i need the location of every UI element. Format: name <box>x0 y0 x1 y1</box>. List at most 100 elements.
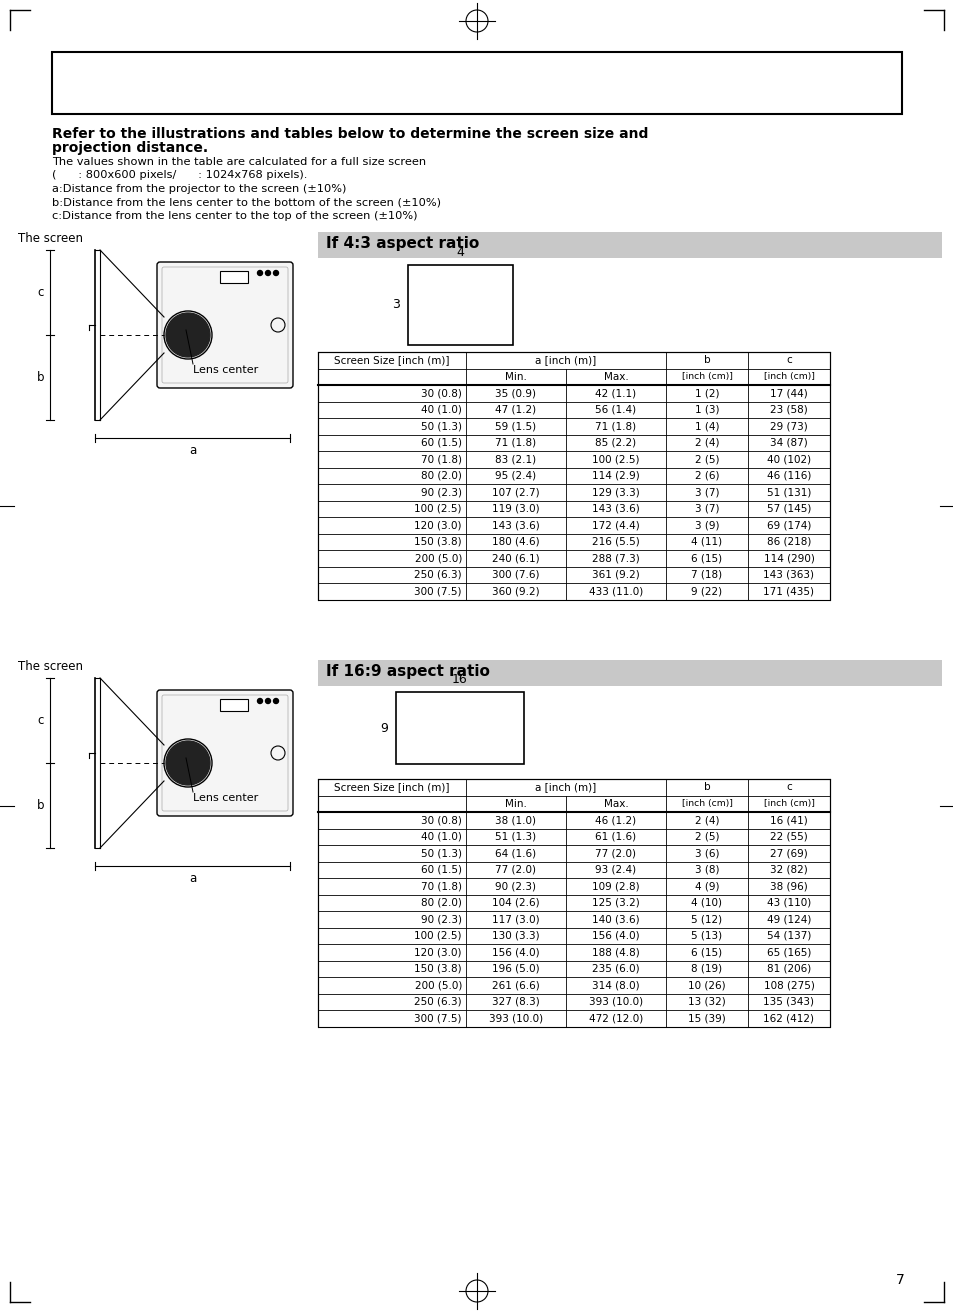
Text: 71 (1.8): 71 (1.8) <box>595 421 636 432</box>
Text: 56 (1.4): 56 (1.4) <box>595 404 636 415</box>
Text: Max.: Max. <box>603 371 628 382</box>
Text: 393 (10.0): 393 (10.0) <box>588 997 642 1006</box>
Text: 23 (58): 23 (58) <box>769 404 807 415</box>
Text: 2 (5): 2 (5) <box>694 454 719 464</box>
Text: 156 (4.0): 156 (4.0) <box>592 930 639 941</box>
Text: 49 (124): 49 (124) <box>766 914 810 924</box>
Text: 393 (10.0): 393 (10.0) <box>489 1013 542 1023</box>
Bar <box>317 779 829 1026</box>
Text: 119 (3.0): 119 (3.0) <box>492 504 539 514</box>
Text: 70 (1.8): 70 (1.8) <box>420 882 461 891</box>
Text: Screen Size [inch (m)]: Screen Size [inch (m)] <box>334 782 449 792</box>
Text: 57 (145): 57 (145) <box>766 504 810 514</box>
Text: 1 (2): 1 (2) <box>694 388 719 399</box>
Text: 38 (1.0): 38 (1.0) <box>495 815 536 825</box>
Text: 135 (343): 135 (343) <box>762 997 814 1006</box>
Text: 171 (435): 171 (435) <box>762 586 814 596</box>
Circle shape <box>265 698 271 703</box>
Text: 314 (8.0): 314 (8.0) <box>592 980 639 991</box>
Text: 16: 16 <box>452 673 467 686</box>
Text: a:Distance from the projector to the screen (±10%): a:Distance from the projector to the scr… <box>52 184 346 194</box>
Text: 3 (8): 3 (8) <box>694 865 719 875</box>
Text: 3 (6): 3 (6) <box>694 849 719 858</box>
Text: c: c <box>785 356 791 365</box>
Text: 54 (137): 54 (137) <box>766 930 810 941</box>
Text: 86 (218): 86 (218) <box>766 537 810 547</box>
Text: 162 (412): 162 (412) <box>762 1013 814 1023</box>
Text: 472 (12.0): 472 (12.0) <box>588 1013 642 1023</box>
Text: 69 (174): 69 (174) <box>766 521 810 530</box>
Text: 156 (4.0): 156 (4.0) <box>492 947 539 958</box>
Text: 361 (9.2): 361 (9.2) <box>592 569 639 580</box>
Text: 216 (5.5): 216 (5.5) <box>592 537 639 547</box>
Text: 9 (22): 9 (22) <box>691 586 721 596</box>
Bar <box>220 272 248 283</box>
Text: 150 (3.8): 150 (3.8) <box>414 537 461 547</box>
Text: 4: 4 <box>456 247 463 258</box>
Text: 433 (11.0): 433 (11.0) <box>588 586 642 596</box>
Text: 300 (7.5): 300 (7.5) <box>414 1013 461 1023</box>
Text: 114 (290): 114 (290) <box>762 554 814 563</box>
Circle shape <box>274 270 278 276</box>
Text: 300 (7.5): 300 (7.5) <box>414 586 461 596</box>
Text: 16 (41): 16 (41) <box>769 815 807 825</box>
Text: 140 (3.6): 140 (3.6) <box>592 914 639 924</box>
Bar <box>317 352 829 600</box>
Text: 2 (4): 2 (4) <box>694 438 719 447</box>
Text: 125 (3.2): 125 (3.2) <box>592 897 639 908</box>
Text: a [inch (m)]: a [inch (m)] <box>535 356 596 365</box>
Text: 250 (6.3): 250 (6.3) <box>414 997 461 1006</box>
Text: 64 (1.6): 64 (1.6) <box>495 849 536 858</box>
Text: 80 (2.0): 80 (2.0) <box>420 897 461 908</box>
Text: 180 (4.6): 180 (4.6) <box>492 537 539 547</box>
Text: 34 (87): 34 (87) <box>769 438 807 447</box>
Text: 2 (4): 2 (4) <box>694 815 719 825</box>
Text: Min.: Min. <box>504 371 526 382</box>
Text: 196 (5.0): 196 (5.0) <box>492 964 539 974</box>
Text: Screen Size [inch (m)]: Screen Size [inch (m)] <box>334 356 449 365</box>
Text: 46 (1.2): 46 (1.2) <box>595 815 636 825</box>
Text: 4 (10): 4 (10) <box>691 897 721 908</box>
Text: 300 (7.6): 300 (7.6) <box>492 569 539 580</box>
Text: 38 (96): 38 (96) <box>769 882 807 891</box>
Text: 200 (5.0): 200 (5.0) <box>415 554 461 563</box>
Text: 114 (2.9): 114 (2.9) <box>592 471 639 480</box>
Text: 129 (3.3): 129 (3.3) <box>592 487 639 497</box>
Text: 35 (0.9): 35 (0.9) <box>495 388 536 399</box>
Text: 3 (7): 3 (7) <box>694 504 719 514</box>
Text: 130 (3.3): 130 (3.3) <box>492 930 539 941</box>
Bar <box>52 52 901 114</box>
Text: 107 (2.7): 107 (2.7) <box>492 487 539 497</box>
Text: 77 (2.0): 77 (2.0) <box>595 849 636 858</box>
Text: 6 (15): 6 (15) <box>691 554 721 563</box>
Text: 61 (1.6): 61 (1.6) <box>595 832 636 842</box>
Text: 90 (2.3): 90 (2.3) <box>495 882 536 891</box>
Text: Refer to the illustrations and tables below to determine the screen size and: Refer to the illustrations and tables be… <box>52 127 648 140</box>
Text: Max.: Max. <box>603 799 628 808</box>
Text: 40 (102): 40 (102) <box>766 454 810 464</box>
FancyBboxPatch shape <box>157 690 293 816</box>
Text: 6 (15): 6 (15) <box>691 947 721 958</box>
Circle shape <box>274 698 278 703</box>
Text: 85 (2.2): 85 (2.2) <box>595 438 636 447</box>
Text: 120 (3.0): 120 (3.0) <box>414 521 461 530</box>
Text: 46 (116): 46 (116) <box>766 471 810 480</box>
Text: (      : 800x600 pixels/      : 1024x768 pixels).: ( : 800x600 pixels/ : 1024x768 pixels). <box>52 171 307 181</box>
Text: 235 (6.0): 235 (6.0) <box>592 964 639 974</box>
Bar <box>395 691 523 764</box>
Text: The screen: The screen <box>18 660 83 673</box>
Text: 71 (1.8): 71 (1.8) <box>495 438 536 447</box>
Text: b: b <box>703 356 710 365</box>
Text: 13 (32): 13 (32) <box>687 997 725 1006</box>
Text: 30 (0.8): 30 (0.8) <box>420 815 461 825</box>
Circle shape <box>166 314 210 357</box>
Text: 81 (206): 81 (206) <box>766 964 810 974</box>
Text: 65 (165): 65 (165) <box>766 947 810 958</box>
Text: 240 (6.1): 240 (6.1) <box>492 554 539 563</box>
Text: 27 (69): 27 (69) <box>769 849 807 858</box>
Text: 4 (11): 4 (11) <box>691 537 721 547</box>
Text: 188 (4.8): 188 (4.8) <box>592 947 639 958</box>
Text: 250 (6.3): 250 (6.3) <box>414 569 461 580</box>
Text: 200 (5.0): 200 (5.0) <box>415 980 461 991</box>
Text: 9: 9 <box>379 722 388 735</box>
